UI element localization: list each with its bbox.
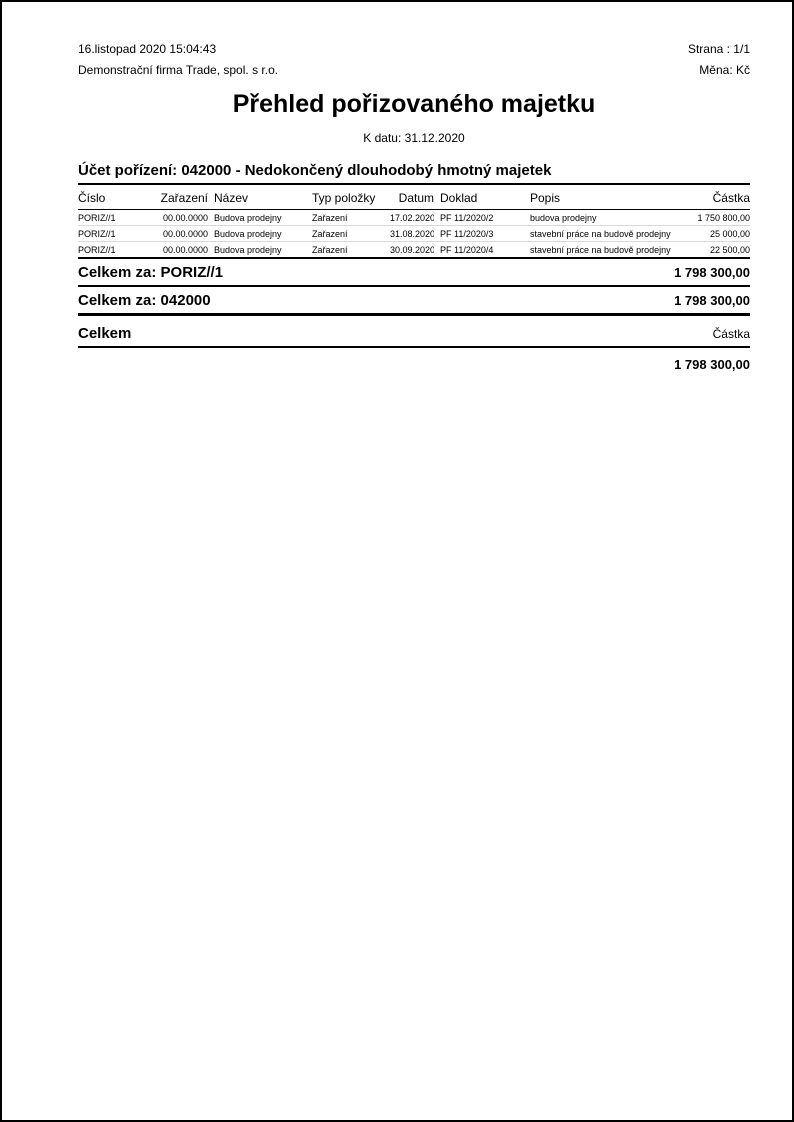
header-row-1: 16.listopad 2020 15:04:43 Strana : 1/1 [78,42,750,56]
print-datetime: 16.listopad 2020 15:04:43 [78,42,217,56]
report-content: 16.listopad 2020 15:04:43 Strana : 1/1 D… [2,2,792,372]
header-row-2: Demonstrační firma Trade, spol. s r.o. M… [78,63,750,77]
group-total-amount: 1 798 300,00 [674,265,750,280]
column-header-zarazeni: Zařazení [152,185,208,210]
group-total-account: Celkem za: 042000 1 798 300,00 [78,287,750,316]
column-header-typ-polozky: Typ položky [312,185,390,210]
cell-nazev: Budova prodejny [208,241,312,259]
cell-doklad: PF 11/2020/3 [434,225,530,242]
summary-total-amount: 1 798 300,00 [674,357,750,372]
group-total-label: Celkem za: 042000 [78,292,211,309]
column-header-doklad: Doklad [434,185,530,210]
cell-zarazeni: 00.00.0000 [152,225,208,242]
cell-typ-polozky: Zařazení [312,225,390,242]
company-name: Demonstrační firma Trade, spol. s r.o. [78,63,279,77]
assets-table: Číslo Zařazení Název Typ položky Datum D… [78,185,750,259]
cell-datum: 31.08.2020 [390,225,434,242]
cell-datum: 30.09.2020 [390,241,434,259]
group-total-poriz: Celkem za: PORIZ//1 1 798 300,00 [78,259,750,287]
group-total-amount: 1 798 300,00 [674,293,750,308]
cell-typ-polozky: Zařazení [312,241,390,259]
cell-doklad: PF 11/2020/2 [434,209,530,226]
table-row: PORIZ//1 00.00.0000 Budova prodejny Zařa… [78,241,750,259]
cell-cislo: PORIZ//1 [78,225,152,242]
cell-zarazeni: 00.00.0000 [152,241,208,259]
table-header-row: Číslo Zařazení Název Typ položky Datum D… [78,185,750,210]
cell-typ-polozky: Zařazení [312,209,390,226]
cell-cislo: PORIZ//1 [78,209,152,226]
cell-popis: budova prodejny [530,209,680,226]
summary-label: Celkem [78,325,132,342]
column-header-nazev: Název [208,185,312,210]
table-row: PORIZ//1 00.00.0000 Budova prodejny Zařa… [78,209,750,226]
cell-castka: 25 000,00 [680,225,750,242]
page-number: Strana : 1/1 [687,42,750,56]
summary-header: Celkem Částka [78,320,750,348]
cell-doklad: PF 11/2020/4 [434,241,530,259]
summary-amount-column-label: Částka [712,327,750,341]
cell-castka: 1 750 800,00 [680,209,750,226]
column-header-datum: Datum [390,185,434,210]
cell-cislo: PORIZ//1 [78,241,152,259]
cell-datum: 17.02.2020 [390,209,434,226]
group-total-label: Celkem za: PORIZ//1 [78,264,224,281]
cell-castka: 22 500,00 [680,241,750,259]
cell-nazev: Budova prodejny [208,225,312,242]
column-header-castka: Částka [680,185,750,210]
column-header-popis: Popis [530,185,680,210]
section-heading: Účet pořízení: 042000 - Nedokončený dlou… [78,162,750,185]
currency-label: Měna: Kč [699,63,750,77]
cell-popis: stavební práce na budově prodejny [530,225,680,242]
cell-nazev: Budova prodejny [208,209,312,226]
cell-popis: stavební práce na budově prodejny [530,241,680,259]
table-row: PORIZ//1 00.00.0000 Budova prodejny Zařa… [78,225,750,242]
column-header-cislo: Číslo [78,185,152,210]
report-title: Přehled pořizovaného majetku [232,90,596,118]
cell-zarazeni: 00.00.0000 [152,209,208,226]
report-subtitle: K datu: 31.12.2020 [363,131,465,145]
